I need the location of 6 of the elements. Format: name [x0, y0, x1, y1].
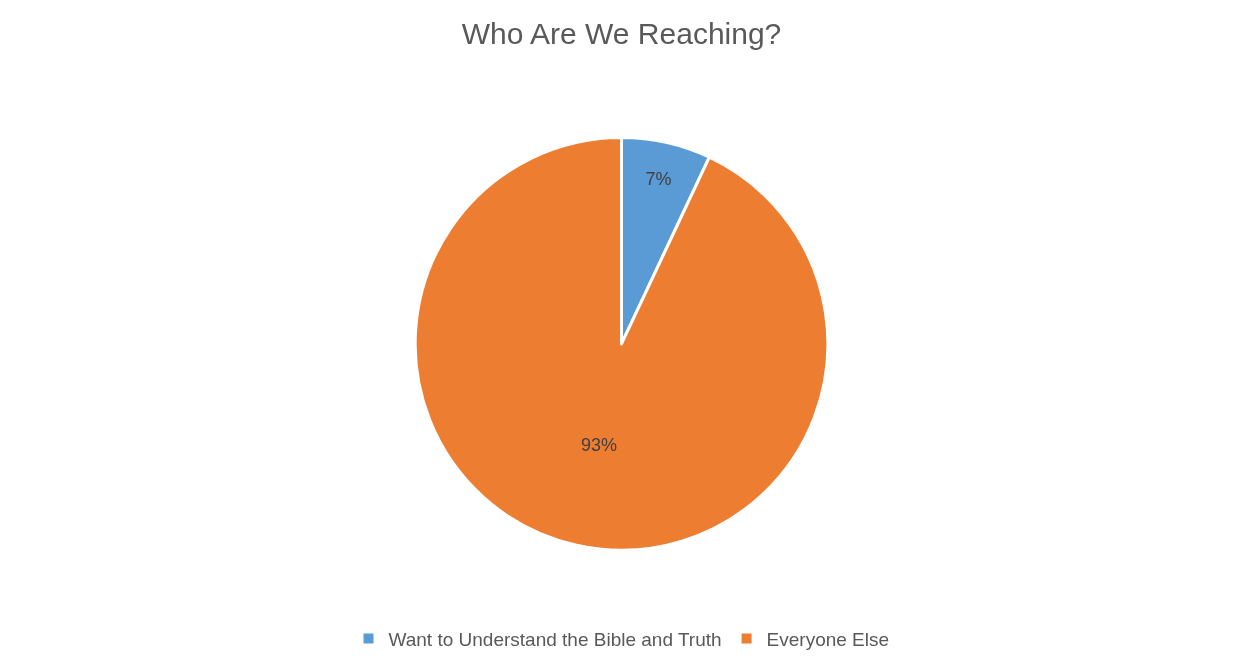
data-label: 7%: [645, 168, 672, 189]
pie-slice: [413, 136, 830, 552]
data-label: 93%: [580, 434, 618, 455]
legend-label: Want to Understand the Bible and Truth: [388, 628, 722, 650]
chart-title: Who Are We Reaching?: [461, 17, 782, 51]
legend-label: Everyone Else: [766, 628, 890, 650]
